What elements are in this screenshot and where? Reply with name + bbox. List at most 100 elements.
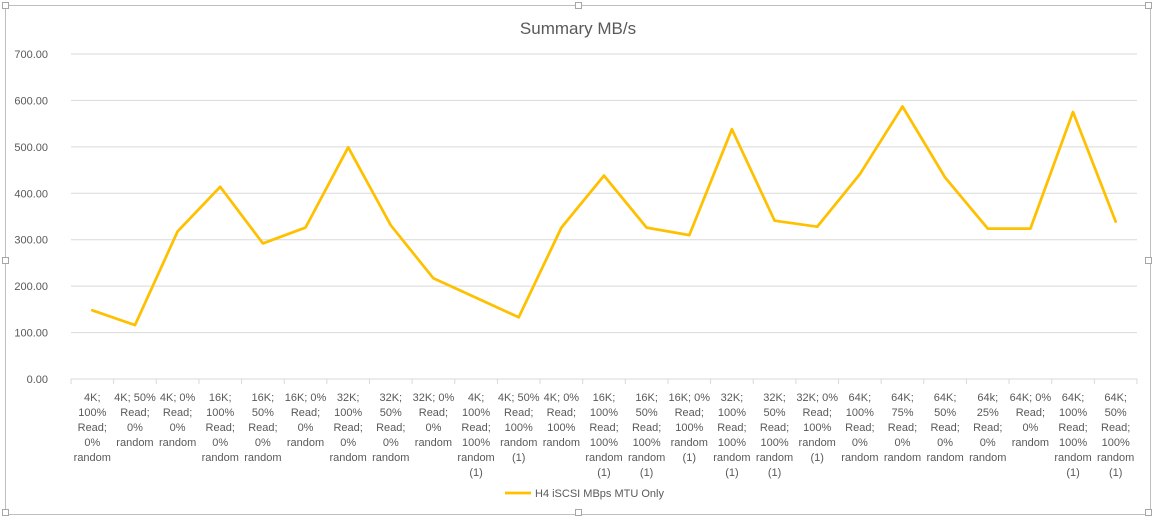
data-point[interactable] <box>986 227 989 230</box>
resize-handle-middle-left[interactable] <box>2 257 9 264</box>
data-point[interactable] <box>347 146 350 149</box>
x-tick-label-line: 100% <box>547 422 575 434</box>
x-tick-label-line: 4K; 0% <box>544 392 580 404</box>
resize-handle-top-left[interactable] <box>2 2 9 9</box>
data-point[interactable] <box>176 230 179 233</box>
resize-handle-bottom-left[interactable] <box>2 509 9 516</box>
x-tick-label-line: 32K; 0% <box>796 392 838 404</box>
data-point[interactable] <box>688 234 691 237</box>
x-tick-label-line: Read; <box>760 422 789 434</box>
x-tick-label-line: 0% <box>980 437 996 449</box>
x-tick-label-line: random <box>287 437 324 449</box>
x-tick-label-line: 64K; <box>1104 392 1127 404</box>
x-tick-label-line: 100% <box>206 407 234 419</box>
x-tick-label: 16K; 0% Read; 100% random (1) <box>668 392 710 464</box>
x-tick-label: 16K; 50% Read; 0% random <box>244 392 281 464</box>
data-point[interactable] <box>816 225 819 228</box>
x-tick-label-line: random <box>841 452 878 464</box>
resize-handle-top-right[interactable] <box>1145 2 1152 9</box>
x-tick-label-line: 64K; <box>891 392 914 404</box>
x-tick-label-line: Read; <box>333 422 362 434</box>
data-point[interactable] <box>944 176 947 179</box>
data-point[interactable] <box>133 324 136 327</box>
data-point[interactable] <box>219 185 222 188</box>
x-tick-label-line: Read; <box>888 422 917 434</box>
data-point[interactable] <box>517 316 520 319</box>
data-point[interactable] <box>91 309 94 312</box>
x-tick-label-line: 0% <box>212 437 228 449</box>
data-point[interactable] <box>858 173 861 176</box>
x-tick-label-line: 100% <box>718 407 746 419</box>
x-tick-label-line: Read; <box>291 407 320 419</box>
data-point[interactable] <box>389 224 392 227</box>
x-tick-label-line: 50% <box>764 407 786 419</box>
x-tick-label-line: Read; <box>803 407 832 419</box>
x-tick-label-line: 4K; 50% <box>498 392 540 404</box>
x-tick-label-line: random <box>202 452 239 464</box>
x-tick-label-line: random <box>799 437 836 449</box>
x-tick-label: 64K; 50% Read; 100% random (1) <box>1097 392 1134 479</box>
x-tick-label-line: 16K; 0% <box>285 392 327 404</box>
data-point[interactable] <box>1114 220 1117 223</box>
legend[interactable]: H4 iSCSI MBps MTU Only <box>505 488 664 500</box>
data-point[interactable] <box>475 296 478 299</box>
x-tick-label-line: 64K; <box>849 392 872 404</box>
x-tick-label-line: Read; <box>845 422 874 434</box>
resize-handle-bottom-center[interactable] <box>575 509 582 516</box>
data-point[interactable] <box>304 226 307 229</box>
x-tick-label-line: Read; <box>1016 407 1045 419</box>
y-tick-label: 200.00 <box>14 281 48 293</box>
x-tick-label: 32K; 0% Read; 100% random (1) <box>796 392 838 464</box>
x-tick-label-line: 75% <box>891 407 913 419</box>
x-tick-label-line: random <box>500 437 537 449</box>
y-tick-label: 600.00 <box>14 95 48 107</box>
x-tick-label-line: 16K; <box>252 392 275 404</box>
data-point[interactable] <box>645 226 648 229</box>
x-tick-label: 64K; 75% Read; 0% random <box>884 392 921 464</box>
x-tick-label-line: Read; <box>632 422 661 434</box>
x-tick-label-line: 100% <box>675 422 703 434</box>
x-tick-label-line: (1) <box>1109 467 1122 479</box>
series-line[interactable] <box>90 105 1118 327</box>
x-tick-label-line: random <box>74 452 111 464</box>
x-tick-label: 32K; 50% Read; 100% random (1) <box>756 392 793 479</box>
x-tick-label: 32K; 100% Read; 100% random (1) <box>713 392 750 479</box>
data-point[interactable] <box>773 219 776 222</box>
x-tick-label-line: Read; <box>163 407 192 419</box>
data-point[interactable] <box>1029 227 1032 230</box>
x-tick-label-line: 4K; 0% <box>160 392 196 404</box>
resize-handle-bottom-right[interactable] <box>1145 509 1152 516</box>
x-tick-label-line: 0% <box>383 437 399 449</box>
x-tick-label-line: 4K; <box>468 392 485 404</box>
x-tick-label-line: 16K; 0% <box>668 392 710 404</box>
x-tick-label-line: Read; <box>376 422 405 434</box>
x-tick-label-line: (1) <box>725 467 738 479</box>
x-tick-label-line: random <box>926 452 963 464</box>
data-point[interactable] <box>560 226 563 229</box>
x-tick-label-line: Read; <box>717 422 746 434</box>
x-tick-label-line: 64K; <box>934 392 957 404</box>
x-tick-label-line: Read; <box>1101 422 1130 434</box>
x-tick-label-line: Read; <box>547 407 576 419</box>
data-point[interactable] <box>901 105 904 108</box>
x-tick-label-line: (1) <box>469 467 482 479</box>
x-tick-label-line: 32K; <box>763 392 786 404</box>
y-tick-label: 300.00 <box>14 235 48 247</box>
data-point[interactable] <box>432 277 435 280</box>
data-point[interactable] <box>730 128 733 131</box>
resize-handle-middle-right[interactable] <box>1145 257 1152 264</box>
x-tick-label-line: 50% <box>934 407 956 419</box>
data-point[interactable] <box>1072 111 1075 114</box>
x-tick-label-line: 100% <box>590 407 618 419</box>
data-point[interactable] <box>603 174 605 177</box>
x-tick-label-line: 0% <box>425 422 441 434</box>
x-tick-label-line: Read; <box>248 422 277 434</box>
x-tick-label-line: 0% <box>255 437 271 449</box>
data-point[interactable] <box>261 242 264 245</box>
x-tick-label: 64K; 100% Read; 0% random <box>841 392 878 464</box>
x-tick-label-line: 100% <box>1102 437 1130 449</box>
resize-handle-top-center[interactable] <box>575 2 582 9</box>
x-tick-label-line: Read; <box>930 422 959 434</box>
x-tick-label: 64K; 0% Read; 0% random <box>1010 392 1052 449</box>
